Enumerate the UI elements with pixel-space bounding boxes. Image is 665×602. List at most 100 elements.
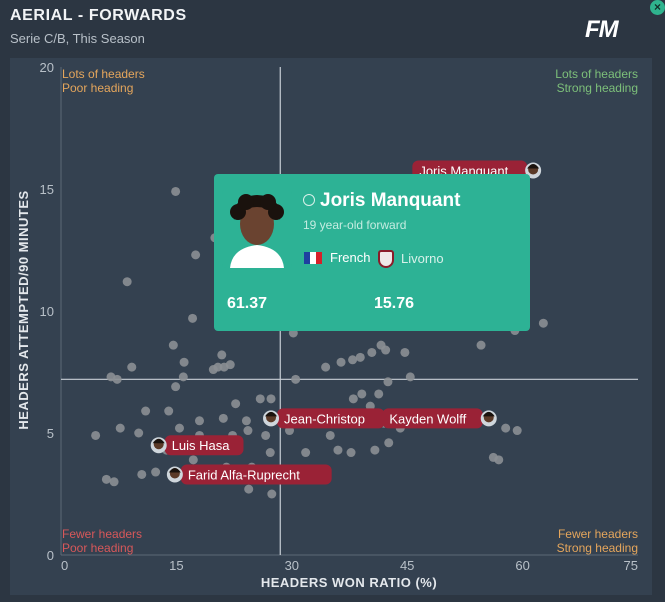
data-point <box>512 426 522 436</box>
data-point <box>217 350 227 360</box>
corner-bottom-right-line1: Fewer headers <box>557 527 638 541</box>
data-point <box>178 372 188 382</box>
data-point <box>501 423 511 433</box>
data-point <box>476 340 486 350</box>
labeled-player-farid-alfa-ruprecht: Farid Alfa-Ruprecht <box>166 464 332 485</box>
corner-bottom-left-line2: Poor heading <box>62 541 134 555</box>
player-avatar-hair <box>265 411 278 417</box>
data-point <box>383 377 393 387</box>
tooltip-y-value: 15.76 <box>374 295 415 312</box>
data-point <box>151 467 161 477</box>
corner-top-right-line1: Lots of headers <box>555 67 638 81</box>
corner-bottom-left-line1: Fewer headers <box>62 527 143 541</box>
labeled-player-kayden-wolff: Kayden Wolff <box>382 408 497 429</box>
data-point <box>333 445 343 455</box>
player-label-bg <box>164 435 244 456</box>
x-tick-label: 0 <box>61 558 68 573</box>
tooltip-nation: French <box>330 250 371 265</box>
data-point <box>346 448 356 458</box>
data-point <box>208 365 218 375</box>
player-label-text: Kayden Wolff <box>389 411 466 426</box>
data-point <box>494 455 504 465</box>
data-point <box>400 347 410 357</box>
player-label-text: Luis Hasa <box>172 438 231 453</box>
close-icon[interactable]: × <box>650 0 665 15</box>
player-label-bg <box>277 408 385 429</box>
x-tick-label: 60 <box>515 558 529 573</box>
data-point <box>267 489 277 499</box>
data-point <box>376 340 386 350</box>
data-point <box>336 357 346 367</box>
labeled-player-luis-hasa: Luis Hasa <box>150 435 244 456</box>
data-point <box>122 277 132 287</box>
fm-logo: FM <box>585 16 619 43</box>
data-point <box>101 474 111 484</box>
france-flag-icon <box>304 252 322 264</box>
club-crest-icon <box>378 250 394 268</box>
data-point <box>355 352 365 362</box>
data-point <box>164 406 174 416</box>
tooltip-description: 19 year-old forward <box>303 218 407 232</box>
data-point <box>244 484 254 494</box>
data-point <box>265 448 275 458</box>
data-point <box>179 357 189 367</box>
tooltip-club: Livorno <box>401 251 444 266</box>
corner-top-left-line1: Lots of headers <box>62 67 145 81</box>
data-point <box>141 406 151 416</box>
labeled-player-jean-christophe: Jean-Christop <box>263 408 385 429</box>
y-tick-label: 10 <box>40 304 54 319</box>
data-point <box>137 469 147 479</box>
data-point <box>321 362 331 372</box>
data-point <box>191 250 201 260</box>
data-point <box>188 313 198 323</box>
player-label-text: Farid Alfa-Ruprecht <box>188 467 300 482</box>
data-point <box>384 438 394 448</box>
data-point <box>261 430 271 440</box>
data-point <box>134 428 144 438</box>
data-point <box>241 416 251 426</box>
y-tick-label: 20 <box>40 60 54 75</box>
data-point <box>188 455 198 465</box>
corner-bottom-right: Fewer headers Strong heading <box>557 527 638 555</box>
data-point <box>301 448 311 458</box>
chart-title: AERIAL - FORWARDS <box>10 7 187 24</box>
tooltip-x-value: 61.37 <box>227 295 268 312</box>
corner-bottom-left: Fewer headers Poor heading <box>62 527 142 555</box>
corner-top-left-line2: Poor heading <box>62 81 134 95</box>
y-tick-label: 5 <box>47 426 54 441</box>
y-tick-label: 15 <box>40 182 54 197</box>
user-icon <box>303 194 315 206</box>
player-photo <box>222 190 292 268</box>
corner-top-left: Lots of headers Poor heading <box>62 67 145 95</box>
data-point <box>243 426 253 436</box>
player-tooltip: Joris Manquant 19 year-old forward Frenc… <box>214 174 530 331</box>
data-point <box>266 394 276 404</box>
x-tick-label: 30 <box>285 558 299 573</box>
data-point <box>405 372 415 382</box>
player-label-bg <box>382 408 483 429</box>
data-point <box>91 430 101 440</box>
player-avatar-hair <box>168 467 181 473</box>
data-point <box>115 423 125 433</box>
corner-top-right-line2: Strong heading <box>556 81 638 95</box>
data-point <box>367 347 377 357</box>
data-point <box>291 374 301 384</box>
tooltip-player-name: Joris Manquant <box>320 190 461 211</box>
x-tick-label: 45 <box>400 558 414 573</box>
data-point <box>194 416 204 426</box>
data-point <box>219 362 229 372</box>
y-axis-title: HEADERS ATTEMPTED/90 MINUTES <box>16 190 31 429</box>
data-point <box>348 355 358 365</box>
player-label-text: Jean-Christop <box>284 411 365 426</box>
corner-top-right: Lots of headers Strong heading <box>555 67 638 95</box>
data-point <box>112 374 122 384</box>
data-point <box>370 445 380 455</box>
player-avatar-hair <box>527 163 540 169</box>
data-point <box>168 340 178 350</box>
corner-bottom-right-line2: Strong heading <box>556 541 638 555</box>
x-tick-label: 75 <box>624 558 638 573</box>
data-point <box>374 389 384 399</box>
chart-subtitle: Serie C/B, This Season <box>10 31 145 46</box>
data-point <box>218 413 228 423</box>
data-point <box>174 423 184 433</box>
